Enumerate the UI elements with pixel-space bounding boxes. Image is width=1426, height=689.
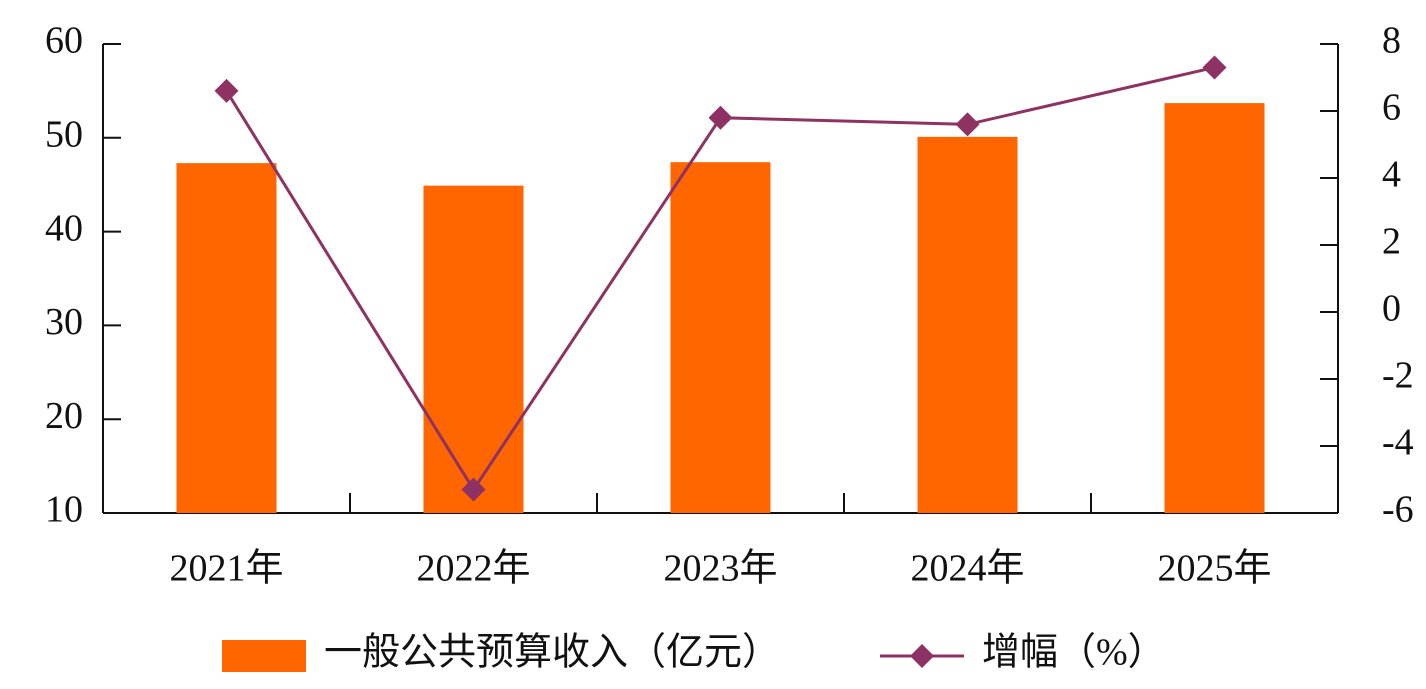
point [1202,55,1227,80]
legend-label: 一般公共预算收入（亿元） [324,632,780,674]
legend-swatch [222,640,306,672]
y-tick-label: 50 [45,114,83,156]
y-tick-label: 20 [45,395,83,437]
point [708,105,733,130]
y-tick-label: 40 [45,207,83,249]
y2-tick-label: -4 [1382,422,1414,464]
x-tick-label: 2022年 [416,548,530,590]
bar [917,136,1018,513]
y2-tick-label: 2 [1382,221,1401,263]
y-tick-label: 10 [45,489,83,531]
point [955,112,980,137]
y2-tick-label: -2 [1382,355,1414,397]
bar [176,163,277,513]
point [461,477,486,502]
bar [423,185,524,513]
bar [1164,103,1265,514]
legend-marker [910,644,935,668]
x-tick-label: 2021年 [169,548,283,590]
x-tick-label: 2025年 [1157,548,1271,590]
y2-tick-label: 8 [1382,20,1401,62]
bar [670,162,771,514]
y-tick-label: 60 [45,20,83,62]
y2-tick-label: 4 [1382,154,1401,196]
y2-tick-label: -6 [1382,489,1414,531]
y-tick-label: 30 [45,301,83,343]
y2-tick-label: 0 [1382,288,1401,330]
legend-label: 增幅（%） [982,632,1166,674]
x-tick-label: 2024年 [910,548,1024,590]
y2-tick-label: 6 [1382,87,1401,129]
x-tick-label: 2023年 [663,548,777,590]
point [214,78,239,103]
